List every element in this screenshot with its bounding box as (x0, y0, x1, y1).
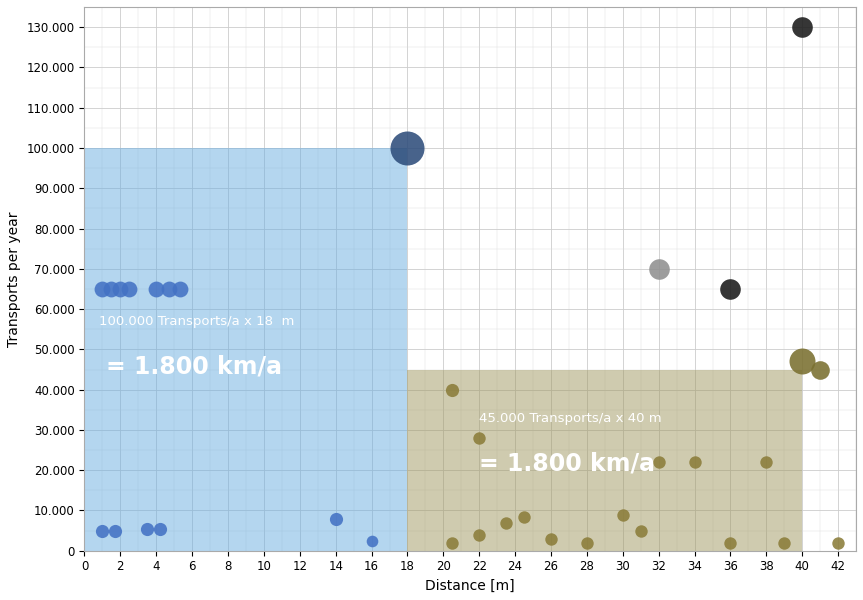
Point (580, 538, 594, 548)
Point (723, 538, 737, 548)
Point (365, 536, 379, 545)
Point (616, 510, 630, 520)
Bar (85, 148, 407, 551)
Point (141, 524, 154, 533)
Bar (407, 370, 803, 551)
Point (445, 385, 459, 394)
Point (723, 284, 737, 294)
Point (162, 284, 176, 294)
Point (153, 524, 167, 533)
Text: = 1.800 km/a: = 1.800 km/a (479, 451, 655, 475)
Point (831, 538, 845, 548)
Point (173, 284, 186, 294)
Point (96, 284, 110, 294)
Point (149, 284, 163, 294)
X-axis label: Distance [m]: Distance [m] (425, 579, 515, 593)
Point (113, 284, 127, 294)
Text: 100.000 Transports/a x 18  m: 100.000 Transports/a x 18 m (99, 315, 294, 328)
Point (796, 356, 809, 366)
Point (96, 526, 110, 535)
Point (472, 433, 486, 443)
Text: 45.000 Transports/a x 40 m: 45.000 Transports/a x 40 m (479, 412, 662, 425)
Point (633, 526, 647, 535)
Point (108, 526, 122, 535)
Point (123, 284, 136, 294)
Point (329, 514, 343, 523)
Y-axis label: Transports per year: Transports per year (7, 211, 21, 347)
Point (778, 538, 791, 548)
Point (517, 512, 531, 521)
Point (796, 22, 809, 32)
Point (813, 365, 827, 374)
Point (688, 457, 702, 467)
Text: = 1.800 km/a: = 1.800 km/a (106, 355, 282, 379)
Point (652, 264, 665, 274)
Point (472, 530, 486, 539)
Point (544, 534, 557, 544)
Point (652, 457, 665, 467)
Point (759, 457, 773, 467)
Point (400, 143, 414, 153)
Point (500, 518, 513, 527)
Point (104, 284, 118, 294)
Point (445, 538, 459, 548)
